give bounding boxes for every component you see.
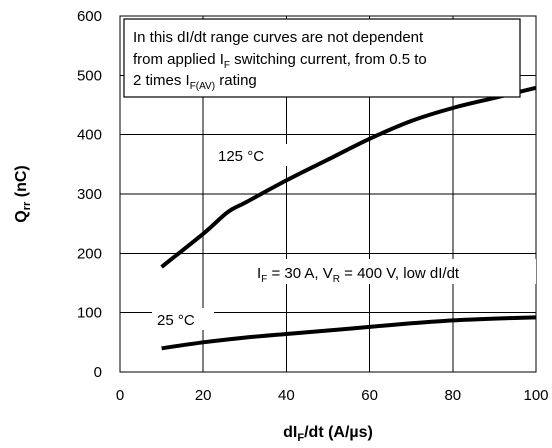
note-box [123, 18, 521, 98]
note-line-3: 2 times IF(AV) rating [133, 72, 257, 92]
y-tick-label: 400 [77, 127, 102, 144]
series-line-125c [160, 85, 537, 269]
y-tick-label: 0 [94, 364, 102, 381]
y-tick-label: 500 [77, 67, 102, 84]
x-tick-label: 20 [195, 387, 212, 404]
x-tick-label: 80 [444, 387, 461, 404]
x-axis-title: dIF/dt (A/µs) [283, 424, 373, 444]
series-line-25c [161, 315, 537, 351]
x-tick-label: 40 [278, 387, 295, 404]
series-label-25c: 25 °C [157, 312, 195, 329]
x-tick-label: 0 [116, 387, 124, 404]
y-tick-labels: 0 100 200 300 400 500 600 [77, 8, 102, 381]
y-tick-label: 600 [77, 8, 102, 25]
condition-label: IF = 30 A, VR = 400 V, low dI/dt [257, 265, 460, 285]
plot-frame [119, 15, 537, 373]
x-tick-label: 60 [361, 387, 378, 404]
series-label-bg-125 [214, 144, 300, 166]
y-tick-label: 300 [77, 186, 102, 203]
y-tick-label: 100 [77, 305, 102, 322]
note-line-2: from applied IF switching current, from … [133, 51, 427, 71]
y-tick-label: 200 [77, 245, 102, 262]
x-tick-labels: 0 20 40 60 80 100 [116, 387, 549, 404]
y-axis-title: Qrr (nC) [13, 165, 33, 222]
x-tick-label: 100 [523, 387, 548, 404]
series-group [160, 85, 537, 351]
series-label-bg-25 [152, 308, 214, 330]
series-label-125c: 125 °C [218, 148, 264, 165]
condition-bg [250, 259, 536, 284]
note-line-1: In this dI/dt range curves are not depen… [133, 29, 424, 46]
